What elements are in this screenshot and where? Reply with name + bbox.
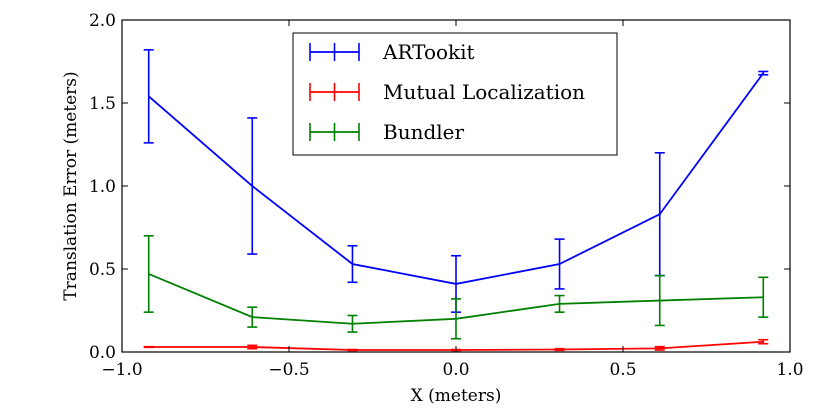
- x-tick-label: −0.5: [268, 360, 309, 380]
- axes-layer: −1.0 −0.5 0.0 0.5 1.0 0.0 0.5 1.0 1.5 2.0: [89, 11, 804, 380]
- y-tick-label: 0.5: [89, 260, 116, 280]
- legend-label: Bundler: [383, 120, 464, 144]
- x-tick-label: −1.0: [101, 360, 142, 380]
- legend-label: ARTookit: [382, 40, 475, 64]
- y-tick-label: 0.0: [89, 343, 116, 363]
- x-tick-label: 0.5: [609, 360, 636, 380]
- series-2: [143, 235, 769, 340]
- x-axis-label: X (meters): [411, 386, 502, 406]
- y-tick-label: 1.5: [89, 94, 116, 114]
- y-tick-label: 2.0: [89, 11, 116, 31]
- x-tick-label: 1.0: [776, 360, 803, 380]
- series-0: [143, 49, 769, 313]
- y-axis-label: Translation Error (meters): [61, 71, 81, 300]
- legend: ARTookit Mutual Localization Bundler: [292, 32, 618, 156]
- x-tick-label: 0.0: [442, 360, 469, 380]
- legend-box: [292, 32, 618, 156]
- legend-label: Mutual Localization: [383, 80, 585, 104]
- y-tick-label: 1.0: [89, 177, 116, 197]
- series-layer: [143, 49, 769, 352]
